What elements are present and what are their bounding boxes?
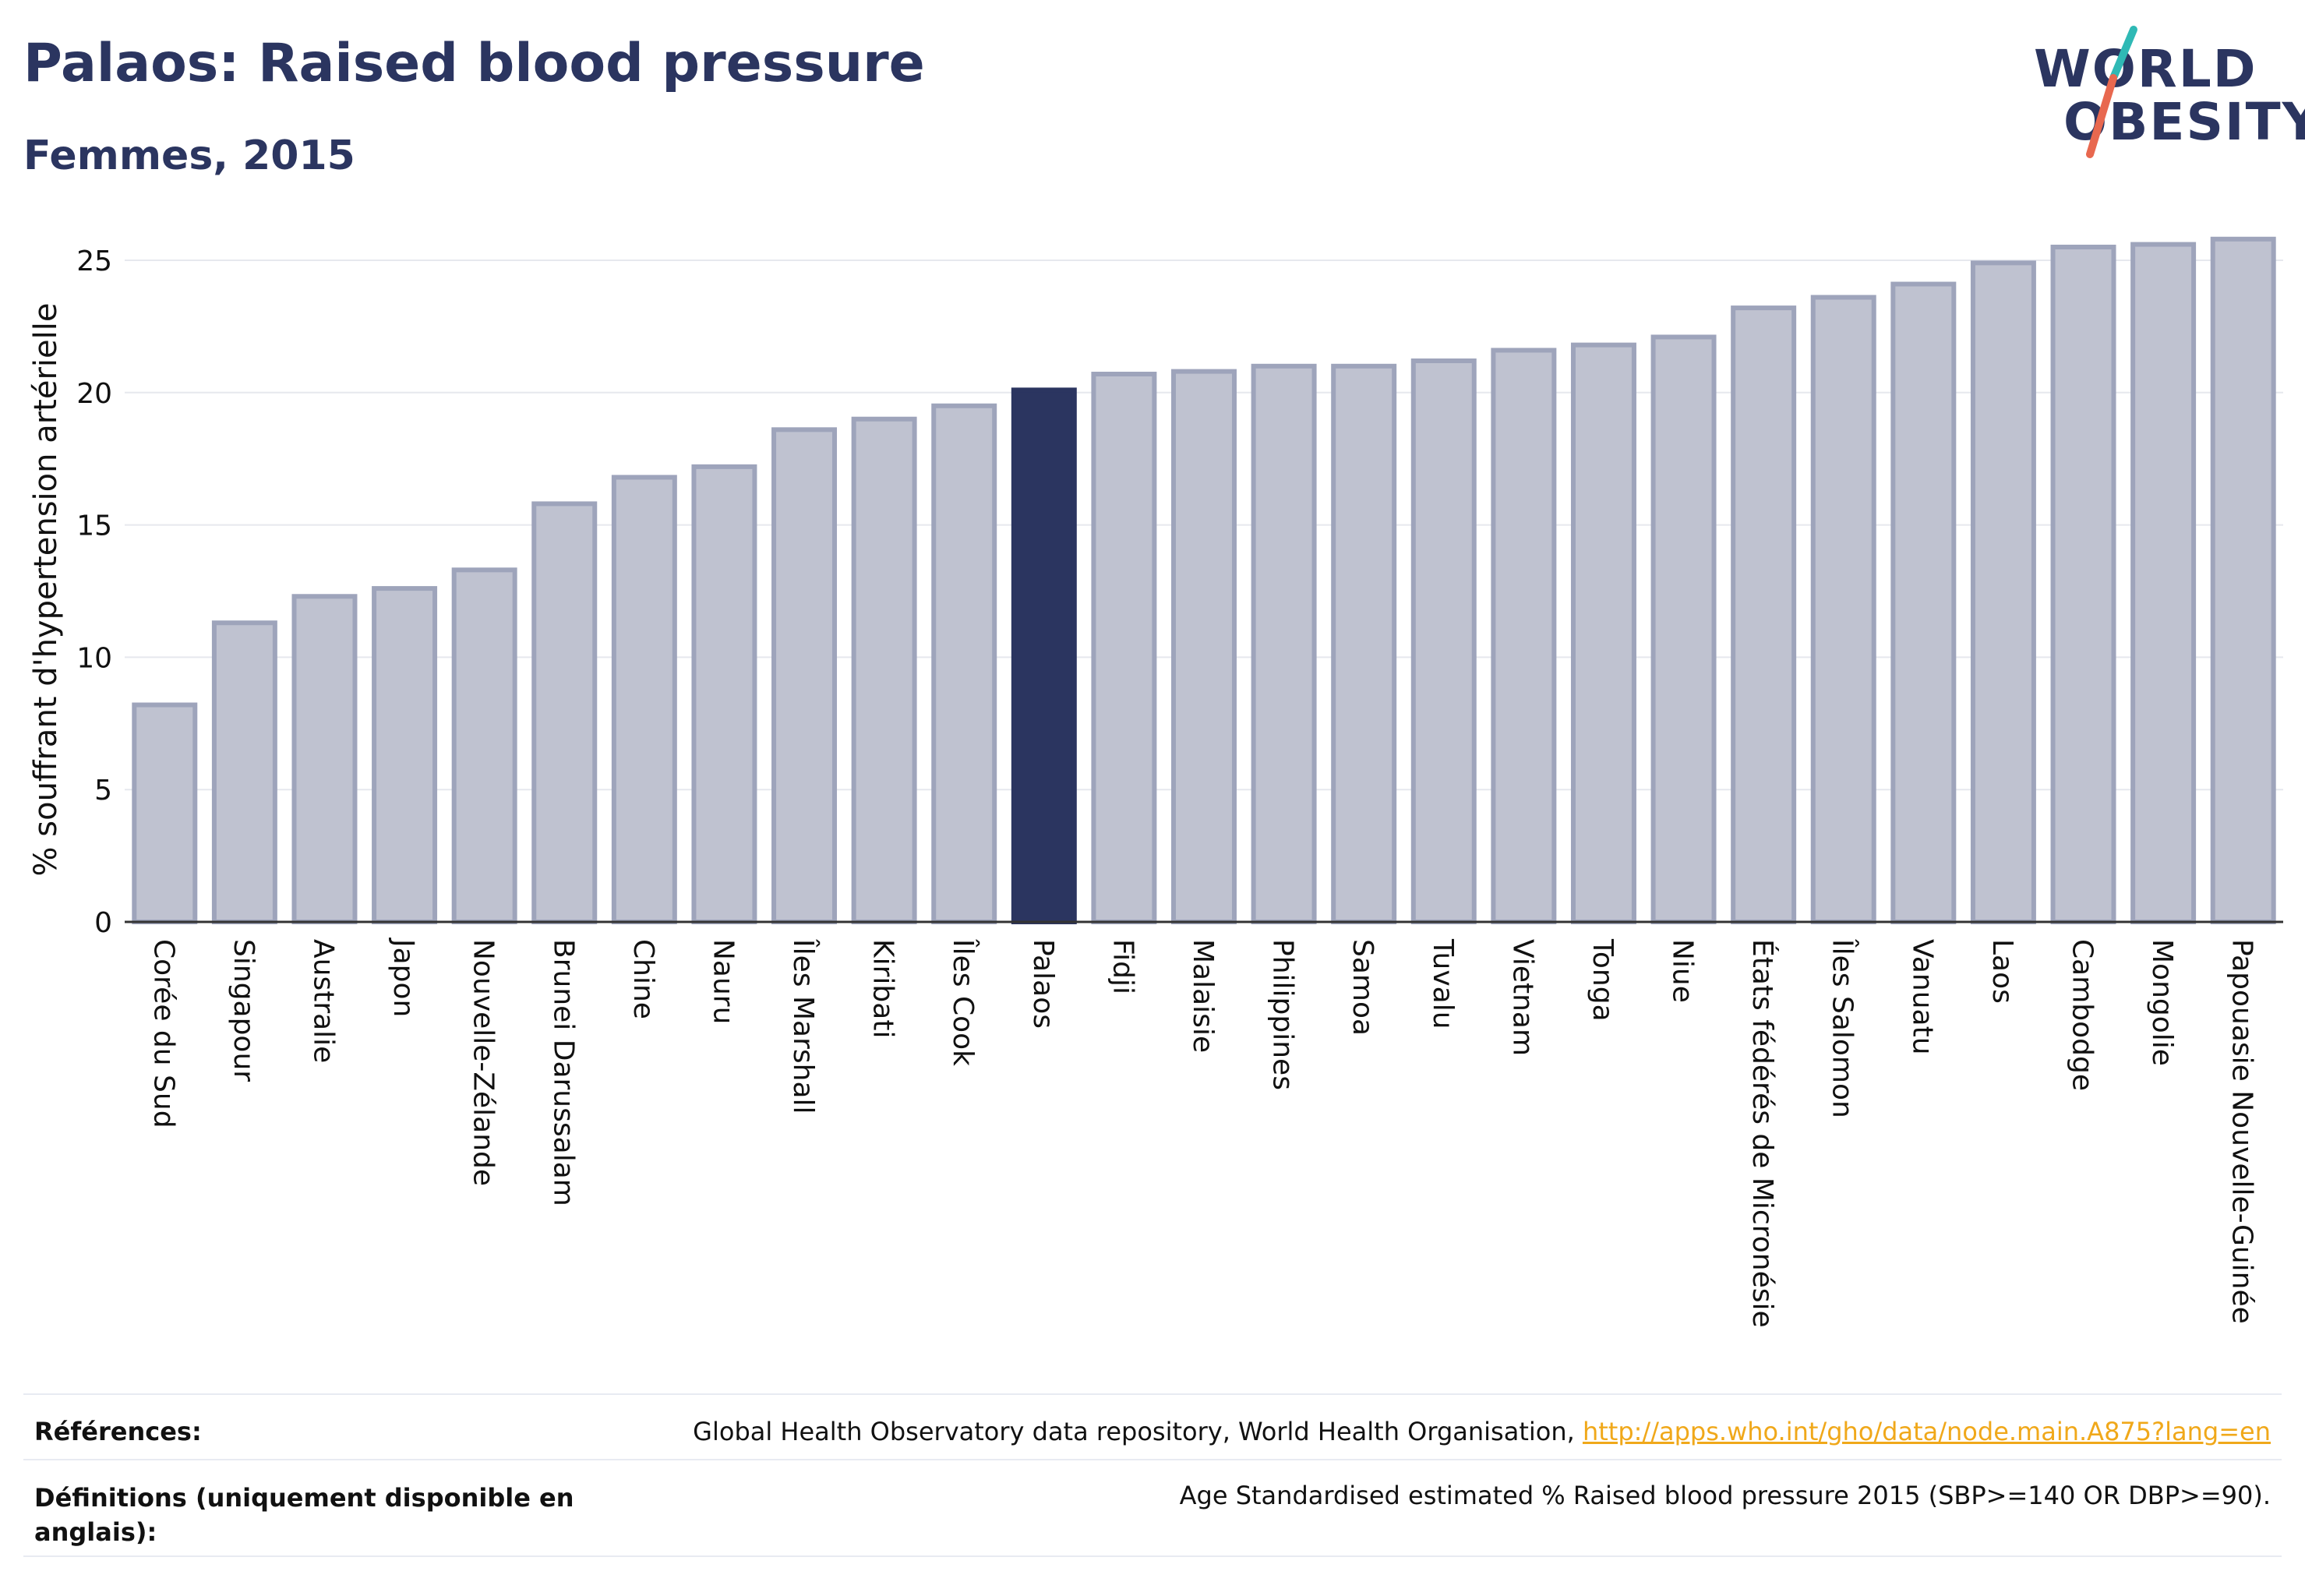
x-tick-label: Îles Salomon	[1827, 938, 1859, 1118]
x-tick-label: Malaisie	[1187, 939, 1219, 1053]
bar	[132, 702, 198, 924]
x-tick-label: Brunei Darussalam	[547, 939, 579, 1206]
y-axis-label: % souffrant d'hypertension artérielle	[28, 303, 64, 877]
x-tick-label: Papouasie Nouvelle-Guinée	[2226, 939, 2258, 1324]
bar	[451, 567, 517, 924]
bar-chart: 0 5 10 15 20 25 % souffrant d'hypertension art…	[28, 236, 2283, 1328]
x-tick-label: Palaos	[1027, 939, 1059, 1029]
x-tick-label: Tuvalu	[1427, 938, 1459, 1029]
footer-divider-middle	[23, 1459, 2282, 1460]
x-tick-label: Chine	[627, 939, 659, 1019]
logo-slash-icon	[2086, 26, 2137, 158]
footer-divider-bottom	[23, 1555, 2282, 1557]
bar	[1970, 260, 2036, 925]
references-text: Global Health Observatory data repositor…	[693, 1417, 1583, 1446]
bar	[1650, 334, 1717, 924]
bar	[771, 427, 838, 924]
bar	[1491, 348, 1557, 924]
footer-divider-top	[23, 1393, 2282, 1395]
bar	[1251, 363, 1317, 924]
bar	[2130, 242, 2197, 925]
bar	[291, 594, 358, 924]
x-tick-label: Mongolie	[2146, 939, 2178, 1066]
definitions-label: Définitions (uniquement disponible en an…	[34, 1481, 574, 1549]
x-tick-label: Tonga	[1587, 938, 1618, 1022]
definitions-label-line-1: Définitions (uniquement disponible en	[34, 1483, 574, 1513]
y-tick-label: 10	[76, 642, 112, 674]
bar	[372, 586, 438, 924]
bar	[2050, 244, 2116, 924]
x-tick-label: Philippines	[1267, 939, 1299, 1090]
bar	[1570, 342, 1636, 924]
x-tick-label: Vanuatu	[1906, 939, 1938, 1055]
page-title: Palaos: Raised blood pressure	[23, 33, 925, 94]
x-tick-label: Singapour	[228, 939, 259, 1082]
bar	[851, 416, 917, 924]
x-tick-label: Samoa	[1347, 939, 1378, 1036]
bar	[1171, 369, 1237, 925]
bar	[1331, 363, 1397, 924]
bar	[1890, 281, 1957, 924]
bar	[2210, 236, 2276, 924]
references-value: Global Health Observatory data repositor…	[693, 1417, 2271, 1446]
page-subtitle: Femmes, 2015	[23, 132, 355, 179]
bar	[1091, 371, 1157, 924]
bar	[611, 475, 677, 924]
definitions-value: Age Standardised estimated % Raised bloo…	[1179, 1481, 2271, 1510]
x-tick-label: Australie	[307, 939, 339, 1063]
y-tick-label: 0	[94, 907, 112, 939]
x-tick-label: Fidji	[1107, 939, 1138, 994]
bar	[1410, 358, 1477, 924]
world-obesity-logo: WORLD OBESITY	[2026, 23, 2305, 164]
y-tick-label: 25	[76, 245, 112, 277]
references-link[interactable]: http://apps.who.int/gho/data/node.main.A…	[1582, 1417, 2271, 1446]
bar	[1810, 295, 1876, 924]
bar	[931, 403, 997, 924]
y-tick-label: 20	[76, 378, 112, 410]
x-tick-label: Vietnam	[1506, 939, 1538, 1056]
x-tick-label: Nauru	[707, 939, 739, 1024]
bar	[1011, 387, 1077, 925]
logo-line-1: WORLD	[2034, 39, 2257, 99]
y-tick-label: 15	[76, 510, 112, 542]
bar	[531, 501, 598, 924]
x-tick-label: Japon	[387, 937, 419, 1017]
definitions-label-line-2: anglais):	[34, 1517, 157, 1547]
x-tick-label: Corée du Sud	[147, 939, 179, 1128]
bar	[211, 620, 277, 924]
x-tick-label: Cambodge	[2067, 939, 2099, 1091]
x-tick-label: Kiribati	[867, 939, 899, 1038]
x-tick-label: Laos	[1986, 939, 2018, 1004]
references-label: Références:	[34, 1417, 202, 1446]
bar	[1731, 305, 1797, 925]
x-tick-label: Nouvelle-Zélande	[468, 939, 499, 1186]
x-tick-label: États fédérés de Micronésie	[1746, 939, 1779, 1328]
y-tick-label: 5	[94, 775, 112, 807]
x-tick-label: Îles Cook	[947, 938, 980, 1066]
x-tick-label: Niue	[1667, 939, 1699, 1003]
bar	[691, 464, 757, 924]
x-tick-label: Îles Marshall	[787, 938, 820, 1114]
